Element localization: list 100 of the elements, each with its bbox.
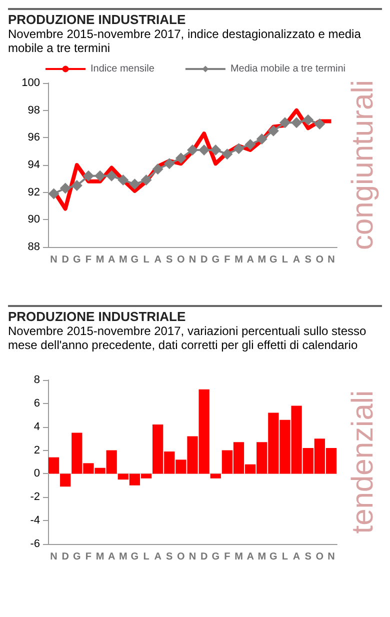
x-tick-label: L <box>143 254 150 266</box>
x-tick-label: M <box>118 552 128 562</box>
y-tick-label: 8 <box>34 374 40 386</box>
point <box>268 125 279 136</box>
y-tick-label: 96 <box>28 132 40 144</box>
x-tick-label: F <box>85 552 92 562</box>
x-tick-label: N <box>188 254 196 266</box>
x-tick-label: O <box>316 552 324 562</box>
x-tick-label: N <box>188 552 196 562</box>
point <box>256 134 268 145</box>
x-tick-label: S <box>304 254 312 266</box>
point <box>140 174 152 186</box>
x-tick-label: N <box>328 254 335 266</box>
point <box>175 152 186 164</box>
point <box>118 174 129 186</box>
x-tick-label: L <box>143 552 150 562</box>
x-tick-label: D <box>200 552 208 562</box>
x-tick-label: G <box>270 254 278 266</box>
y-tick-label: 88 <box>28 241 40 253</box>
y-tick-label: -2 <box>30 491 40 504</box>
x-tick-label: M <box>96 254 104 266</box>
x-tick-label: G <box>130 254 139 266</box>
y-tick-label: 94 <box>28 159 40 171</box>
x-tick-label: G <box>73 552 82 562</box>
x-tick-label: A <box>108 254 116 266</box>
x-tick-label: M <box>234 552 243 562</box>
legend-label: Indice mensile <box>90 64 155 74</box>
point <box>210 144 222 156</box>
text: congiunturali <box>346 80 380 250</box>
x-tick-label: A <box>246 552 254 562</box>
x-tick-label: D <box>62 254 69 266</box>
point <box>244 139 256 150</box>
point <box>314 118 326 130</box>
x-tick-label: G <box>212 254 220 266</box>
bar <box>48 457 60 474</box>
x-tick-label: N <box>328 552 335 562</box>
point <box>71 180 82 191</box>
x-tick-label: N <box>50 552 58 562</box>
point <box>129 178 140 190</box>
y-tick-label: 92 <box>28 186 40 198</box>
text: tendenziali <box>346 390 380 534</box>
x-tick-label: G <box>130 552 139 562</box>
y-tick-label: 98 <box>28 104 40 116</box>
legend-label: Media mobile a tre termini <box>230 64 346 74</box>
point <box>106 170 118 182</box>
point <box>279 117 290 128</box>
point <box>187 144 198 156</box>
point <box>152 164 164 175</box>
x-tick-label: S <box>166 254 174 266</box>
x-tick-label: M <box>258 254 266 266</box>
y-tick-label: 100 <box>22 77 40 89</box>
x-tick-label: S <box>166 552 174 562</box>
x-tick-label: F <box>224 552 230 562</box>
x-tick-label: A <box>246 254 254 266</box>
point <box>198 144 210 156</box>
bar <box>210 474 221 478</box>
point <box>164 158 175 170</box>
x-tick-label: G <box>73 254 82 266</box>
x-tick-label: A <box>154 254 162 266</box>
y-tick-label: 6 <box>34 397 40 410</box>
x-tick-label: O <box>177 552 186 562</box>
chart-subtitle: Novembre 2015-novembre 2017, indice destagionalizzato e media mobile a tre termini <box>8 27 362 55</box>
x-tick-label: N <box>50 254 58 266</box>
x-tick-label: O <box>316 254 324 266</box>
x-tick-label: G <box>270 552 278 562</box>
point <box>60 182 71 194</box>
x-tick-label: M <box>258 552 266 562</box>
x-tick-label: A <box>154 552 162 562</box>
y-tick-label: 4 <box>34 420 40 433</box>
x-tick-label: F <box>224 254 230 266</box>
point <box>291 117 302 128</box>
point <box>48 188 60 200</box>
chart-title: PRODUZIONE INDUSTRIALE <box>8 305 382 324</box>
y-tick-label: 90 <box>28 214 40 226</box>
y-tick-label: 2 <box>34 444 40 456</box>
x-tick-label: A <box>292 254 300 266</box>
x-tick-label: M <box>96 552 104 562</box>
chart-title: PRODUZIONE INDUSTRIALE <box>8 8 382 27</box>
x-tick-label: O <box>177 254 186 266</box>
x-tick-label: D <box>62 552 69 562</box>
x-tick-label: G <box>212 552 220 562</box>
x-tick-label: A <box>292 552 300 562</box>
chart-subtitle: Novembre 2015-novembre 2017, variazioni percentuali sullo stesso mese dell'anno precedente, dati corretti per gli effetti di calendario <box>8 324 368 352</box>
y-tick-label: 0 <box>34 468 40 480</box>
x-tick-label: M <box>118 254 128 266</box>
x-tick-label: A <box>108 552 116 562</box>
x-tick-label: L <box>282 254 288 266</box>
bar <box>60 474 71 487</box>
point <box>82 170 94 182</box>
x-tick-label: S <box>304 552 312 562</box>
y-tick-label: -4 <box>30 514 40 527</box>
point <box>233 143 244 154</box>
y-tick-label: -6 <box>30 538 40 550</box>
point <box>302 114 314 126</box>
x-tick-label: M <box>234 254 243 266</box>
point <box>94 170 106 182</box>
x-tick-label: L <box>282 552 288 562</box>
x-tick-label: D <box>200 254 208 266</box>
x-tick-label: F <box>85 254 92 266</box>
point <box>222 148 233 160</box>
